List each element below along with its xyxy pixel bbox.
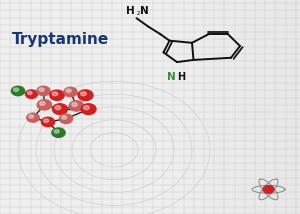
Circle shape <box>69 101 84 111</box>
Text: H: H <box>126 6 135 16</box>
Circle shape <box>59 114 73 123</box>
Text: H: H <box>178 72 186 82</box>
Circle shape <box>50 90 64 100</box>
Circle shape <box>66 89 71 92</box>
Circle shape <box>52 92 58 96</box>
Circle shape <box>72 103 77 106</box>
Text: N: N <box>167 72 176 82</box>
Circle shape <box>29 115 34 118</box>
Text: ₂: ₂ <box>136 8 140 17</box>
Circle shape <box>14 88 19 91</box>
Circle shape <box>64 87 77 97</box>
Circle shape <box>80 92 86 96</box>
Circle shape <box>37 86 50 96</box>
Circle shape <box>83 106 89 110</box>
Circle shape <box>54 129 59 133</box>
Circle shape <box>39 88 44 91</box>
Circle shape <box>81 104 96 114</box>
Circle shape <box>44 119 49 122</box>
Circle shape <box>78 90 93 101</box>
Circle shape <box>11 86 25 96</box>
Circle shape <box>27 113 39 122</box>
Circle shape <box>37 100 52 110</box>
Circle shape <box>61 116 67 119</box>
Circle shape <box>26 90 38 98</box>
Circle shape <box>52 104 68 114</box>
Text: N: N <box>140 6 149 16</box>
Circle shape <box>41 117 55 127</box>
Text: Tryptamine: Tryptamine <box>12 32 109 47</box>
Circle shape <box>263 186 274 193</box>
Circle shape <box>40 101 45 105</box>
Circle shape <box>52 128 65 137</box>
Circle shape <box>28 91 32 95</box>
Circle shape <box>55 106 61 110</box>
